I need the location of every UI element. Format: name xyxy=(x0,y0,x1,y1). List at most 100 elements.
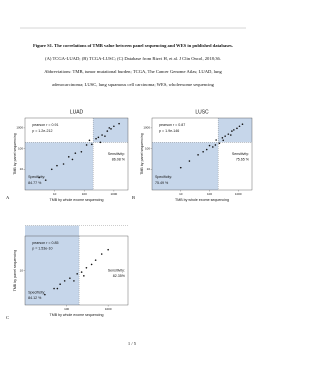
point xyxy=(76,273,78,275)
point xyxy=(107,248,109,251)
x-tick-label: 1000 xyxy=(235,192,242,196)
y-tick-label: 1000 xyxy=(143,126,150,130)
point xyxy=(110,128,112,130)
point xyxy=(197,154,199,156)
point xyxy=(56,287,59,290)
x-axis-label: TMB by whole exome sequencing xyxy=(175,198,229,202)
y-tick-label: 100 xyxy=(145,146,150,150)
point xyxy=(59,283,61,286)
point xyxy=(215,139,217,141)
y-tick-label: 10 xyxy=(20,268,24,272)
point xyxy=(85,266,88,269)
point xyxy=(88,139,91,142)
annotation: p = 1.2e-212 xyxy=(32,129,52,133)
point xyxy=(101,134,103,136)
annotation: 82.35% xyxy=(113,274,126,278)
page-number: 1 / 5 xyxy=(128,341,137,346)
x-tick-label: 100 xyxy=(82,192,87,196)
point xyxy=(80,271,83,273)
x-tick-label: 1000 xyxy=(105,307,112,311)
y-tick-label: 1000 xyxy=(16,126,23,130)
point xyxy=(91,143,93,146)
point xyxy=(188,160,191,162)
point xyxy=(211,146,214,148)
panel-label: A xyxy=(6,195,10,200)
point xyxy=(202,150,204,153)
annotation: 75.65 % xyxy=(236,158,250,162)
point xyxy=(83,275,85,277)
x-axis-label: TMB by whole exome sequencing xyxy=(50,313,104,317)
point xyxy=(214,144,217,146)
point xyxy=(62,163,65,165)
point xyxy=(227,133,230,135)
caption-line: Abbreviations: TMB, tumor mutational bur… xyxy=(44,69,222,75)
annotation: 86.08 % xyxy=(112,158,126,162)
point xyxy=(224,135,226,137)
caption-line: adenocarcinoma; LUSC, lung squamous cell… xyxy=(52,82,215,88)
point xyxy=(230,134,232,136)
x-tick-label: 10 xyxy=(179,192,183,196)
point xyxy=(218,142,221,145)
annotation: 84.77 % xyxy=(28,181,42,185)
point xyxy=(44,179,47,181)
panel-label: C xyxy=(6,315,9,320)
y-axis-label: TMB by panel sequencing xyxy=(13,133,17,175)
point xyxy=(233,129,235,131)
x-tick-label: 1000 xyxy=(111,192,118,196)
point xyxy=(231,130,233,132)
point xyxy=(97,136,100,139)
chart-title: LUSC xyxy=(195,109,209,115)
point xyxy=(69,277,71,279)
y-axis-label: TMB by panel sequencing xyxy=(13,250,17,292)
point xyxy=(236,127,238,130)
y-tick-label: 100 xyxy=(18,146,23,150)
annotation: 75.49 % xyxy=(155,181,169,185)
point xyxy=(108,127,111,129)
x-tick-label: 10 xyxy=(53,192,57,196)
point xyxy=(85,144,88,146)
point xyxy=(222,139,225,142)
figure-title: Figure S1. The correlations of TMB value… xyxy=(33,43,233,48)
point xyxy=(56,164,58,167)
point xyxy=(118,122,120,125)
annotation: p = 1.9e-146 xyxy=(159,129,179,133)
point xyxy=(208,144,211,147)
point xyxy=(90,263,93,266)
quadrant xyxy=(218,118,252,143)
annotation: Sensitivity: xyxy=(108,152,125,156)
point xyxy=(241,123,244,126)
point xyxy=(74,152,77,154)
point xyxy=(221,137,224,139)
quadrant xyxy=(152,142,219,190)
point xyxy=(95,137,97,140)
annotation: pearson r = 0.91 xyxy=(32,123,58,127)
annotation: pearson r = 0.85 xyxy=(32,241,58,245)
point xyxy=(113,125,115,128)
annotation: Specificity: xyxy=(28,291,45,295)
y-tick-label: 10 xyxy=(147,167,151,171)
plot-frame xyxy=(24,117,129,191)
point xyxy=(104,135,106,137)
annotation: Specificity: xyxy=(155,175,172,179)
point xyxy=(53,287,55,290)
point xyxy=(106,130,109,132)
caption-line: (A) TCGA-LUAD; (B) TCGA-LUSC; (C) Databa… xyxy=(45,56,221,62)
page: Figure S1. The correlations of TMB value… xyxy=(6,27,253,346)
point xyxy=(50,168,53,171)
point xyxy=(80,150,83,153)
point xyxy=(99,141,102,144)
quadrant xyxy=(25,225,80,305)
annotation: Sensitivity: xyxy=(232,152,249,156)
quadrant xyxy=(25,142,94,190)
point xyxy=(73,280,75,282)
y-axis-label: TMB by panel sequencing xyxy=(140,133,144,175)
point xyxy=(94,259,97,261)
plot-frame xyxy=(151,117,253,191)
annotation: Specificity: xyxy=(28,175,45,179)
point xyxy=(100,253,103,255)
point xyxy=(71,158,74,161)
point xyxy=(205,148,208,151)
annotation: Sensitivity: xyxy=(108,268,125,272)
annotation: p = 1.53e-10 xyxy=(32,246,52,250)
point xyxy=(44,293,46,296)
